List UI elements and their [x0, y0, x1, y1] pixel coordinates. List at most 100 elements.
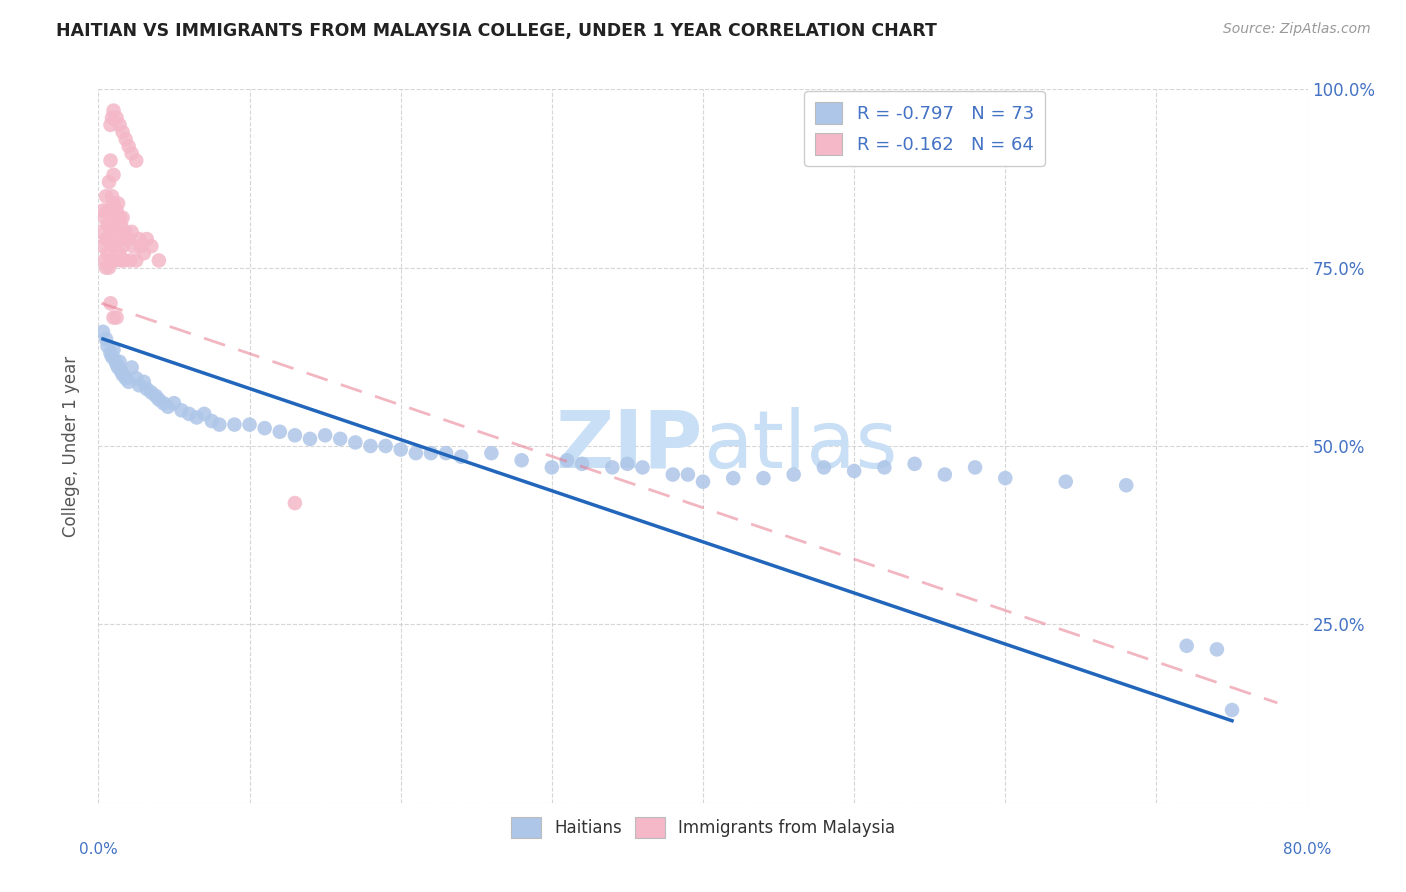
Point	[179, 407, 201, 421]
Point	[105, 232, 128, 246]
Point	[299, 432, 322, 446]
Point	[631, 460, 654, 475]
Point	[118, 232, 141, 246]
Point	[108, 211, 131, 225]
Point	[101, 350, 124, 364]
Point	[104, 253, 127, 268]
Point	[120, 253, 142, 268]
Point	[193, 407, 215, 421]
Point	[107, 225, 129, 239]
Point	[105, 203, 128, 218]
Point	[692, 475, 714, 489]
Point	[93, 211, 115, 225]
Point	[96, 218, 118, 232]
Point	[103, 196, 125, 211]
Point	[132, 246, 155, 260]
Point	[994, 471, 1017, 485]
Point	[118, 139, 141, 153]
Point	[121, 360, 143, 375]
Point	[783, 467, 806, 482]
Point	[163, 396, 186, 410]
Point	[111, 211, 134, 225]
Text: ZIP: ZIP	[555, 407, 703, 485]
Point	[145, 389, 167, 403]
Point	[125, 253, 148, 268]
Point	[129, 239, 152, 253]
Point	[253, 421, 276, 435]
Text: 0.0%: 0.0%	[79, 842, 118, 856]
Point	[110, 364, 132, 378]
Point	[904, 457, 927, 471]
Point	[111, 239, 134, 253]
Point	[314, 428, 336, 442]
Point	[1220, 703, 1243, 717]
Point	[1115, 478, 1137, 492]
Point	[405, 446, 427, 460]
Point	[101, 111, 124, 125]
Point	[420, 446, 443, 460]
Point	[1206, 642, 1229, 657]
Point	[100, 218, 122, 232]
Point	[100, 118, 122, 132]
Point	[103, 310, 125, 325]
Point	[128, 232, 150, 246]
Point	[1054, 475, 1077, 489]
Point	[114, 132, 136, 146]
Point	[91, 325, 114, 339]
Text: Source: ZipAtlas.com: Source: ZipAtlas.com	[1223, 22, 1371, 37]
Point	[98, 175, 121, 189]
Point	[103, 168, 125, 182]
Point	[108, 118, 131, 132]
Point	[571, 457, 593, 471]
Point	[186, 410, 208, 425]
Point	[111, 125, 134, 139]
Point	[873, 460, 896, 475]
Point	[94, 332, 117, 346]
Point	[122, 239, 145, 253]
Point	[344, 435, 367, 450]
Point	[108, 355, 131, 369]
Point	[100, 253, 122, 268]
Point	[389, 442, 412, 457]
Legend: Haitians, Immigrants from Malaysia: Haitians, Immigrants from Malaysia	[503, 811, 903, 845]
Text: atlas: atlas	[703, 407, 897, 485]
Point	[101, 239, 124, 253]
Point	[110, 253, 132, 268]
Point	[112, 253, 135, 268]
Point	[723, 471, 745, 485]
Point	[96, 339, 118, 353]
Point	[1175, 639, 1198, 653]
Point	[104, 239, 127, 253]
Point	[934, 467, 956, 482]
Point	[115, 232, 138, 246]
Point	[91, 239, 114, 253]
Point	[141, 239, 163, 253]
Point	[93, 253, 115, 268]
Point	[374, 439, 396, 453]
Point	[118, 375, 141, 389]
Point	[329, 432, 352, 446]
Point	[540, 460, 562, 475]
Point	[135, 382, 157, 396]
Point	[602, 460, 624, 475]
Point	[148, 392, 170, 407]
Point	[208, 417, 231, 432]
Point	[110, 218, 132, 232]
Point	[284, 496, 307, 510]
Point	[100, 153, 122, 168]
Point	[96, 203, 118, 218]
Point	[98, 232, 121, 246]
Point	[121, 146, 143, 161]
Point	[103, 103, 125, 118]
Point	[132, 375, 155, 389]
Point	[100, 296, 122, 310]
Point	[108, 246, 131, 260]
Point	[201, 414, 224, 428]
Point	[104, 211, 127, 225]
Point	[103, 253, 125, 268]
Point	[90, 225, 112, 239]
Point	[94, 189, 117, 203]
Point	[752, 471, 775, 485]
Text: 80.0%: 80.0%	[1284, 842, 1331, 856]
Point	[96, 246, 118, 260]
